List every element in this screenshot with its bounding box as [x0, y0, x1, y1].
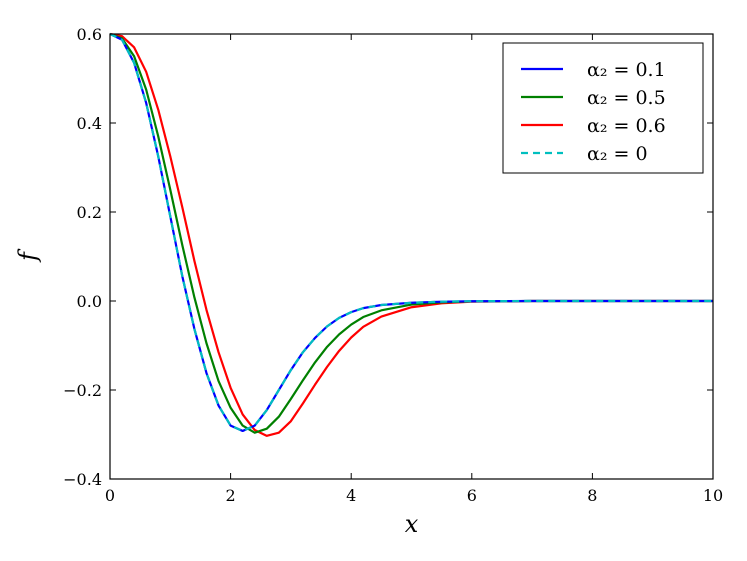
x-tick-label: 6: [467, 486, 477, 505]
legend-label-3: α₂ = 0: [587, 143, 648, 165]
x-tick-label: 2: [226, 486, 236, 505]
series-line-3: [109, 33, 713, 433]
series-layer: [109, 32, 713, 437]
legend-label-1: α₂ = 0.5: [587, 87, 666, 109]
y-tick-label: 0.6: [77, 25, 102, 44]
x-tick-label: 0: [105, 486, 115, 505]
x-axis-label: x: [405, 510, 419, 538]
x-axis-ticks: 0 2 4 6 8 10: [105, 34, 723, 505]
x-tick-label: 10: [703, 486, 723, 505]
y-tick-label: 0.4: [77, 114, 102, 133]
series-line-2: [109, 32, 713, 437]
x-tick-label: 8: [587, 486, 597, 505]
y-tick-label: 0.2: [77, 203, 102, 222]
legend: α₂ = 0.1 α₂ = 0.5 α₂ = 0.6 α₂ = 0: [502, 42, 704, 174]
legend-box: [502, 42, 704, 174]
x-tick-label: 4: [346, 486, 356, 505]
y-tick-label: 0.0: [77, 292, 102, 311]
legend-label-0: α₂ = 0.1: [587, 59, 666, 81]
series-line-1: [109, 32, 713, 434]
legend-label-2: α₂ = 0.6: [587, 115, 666, 137]
y-tick-label: −0.4: [63, 470, 102, 489]
y-axis-ticks: −0.4 −0.2 0.0 0.2 0.4 0.6: [63, 25, 713, 489]
y-tick-label: −0.2: [63, 381, 102, 400]
plot-frame: [109, 33, 714, 480]
